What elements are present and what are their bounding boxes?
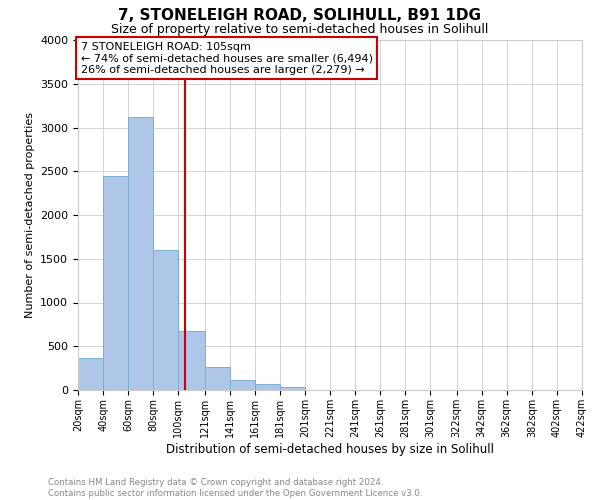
Y-axis label: Number of semi-detached properties: Number of semi-detached properties bbox=[25, 112, 35, 318]
X-axis label: Distribution of semi-detached houses by size in Solihull: Distribution of semi-detached houses by … bbox=[166, 442, 494, 456]
Bar bbox=[230, 380, 255, 390]
Bar bbox=[255, 384, 280, 390]
Bar bbox=[128, 117, 153, 390]
Bar bbox=[103, 176, 128, 390]
Bar bbox=[178, 332, 205, 390]
Bar bbox=[78, 358, 103, 390]
Text: 7, STONELEIGH ROAD, SOLIHULL, B91 1DG: 7, STONELEIGH ROAD, SOLIHULL, B91 1DG bbox=[119, 8, 482, 22]
Text: Contains HM Land Registry data © Crown copyright and database right 2024.
Contai: Contains HM Land Registry data © Crown c… bbox=[48, 478, 422, 498]
Text: Size of property relative to semi-detached houses in Solihull: Size of property relative to semi-detach… bbox=[112, 22, 488, 36]
Bar bbox=[153, 250, 178, 390]
Text: 7 STONELEIGH ROAD: 105sqm
← 74% of semi-detached houses are smaller (6,494)
26% : 7 STONELEIGH ROAD: 105sqm ← 74% of semi-… bbox=[80, 42, 373, 75]
Bar bbox=[280, 386, 305, 390]
Bar bbox=[205, 367, 230, 390]
